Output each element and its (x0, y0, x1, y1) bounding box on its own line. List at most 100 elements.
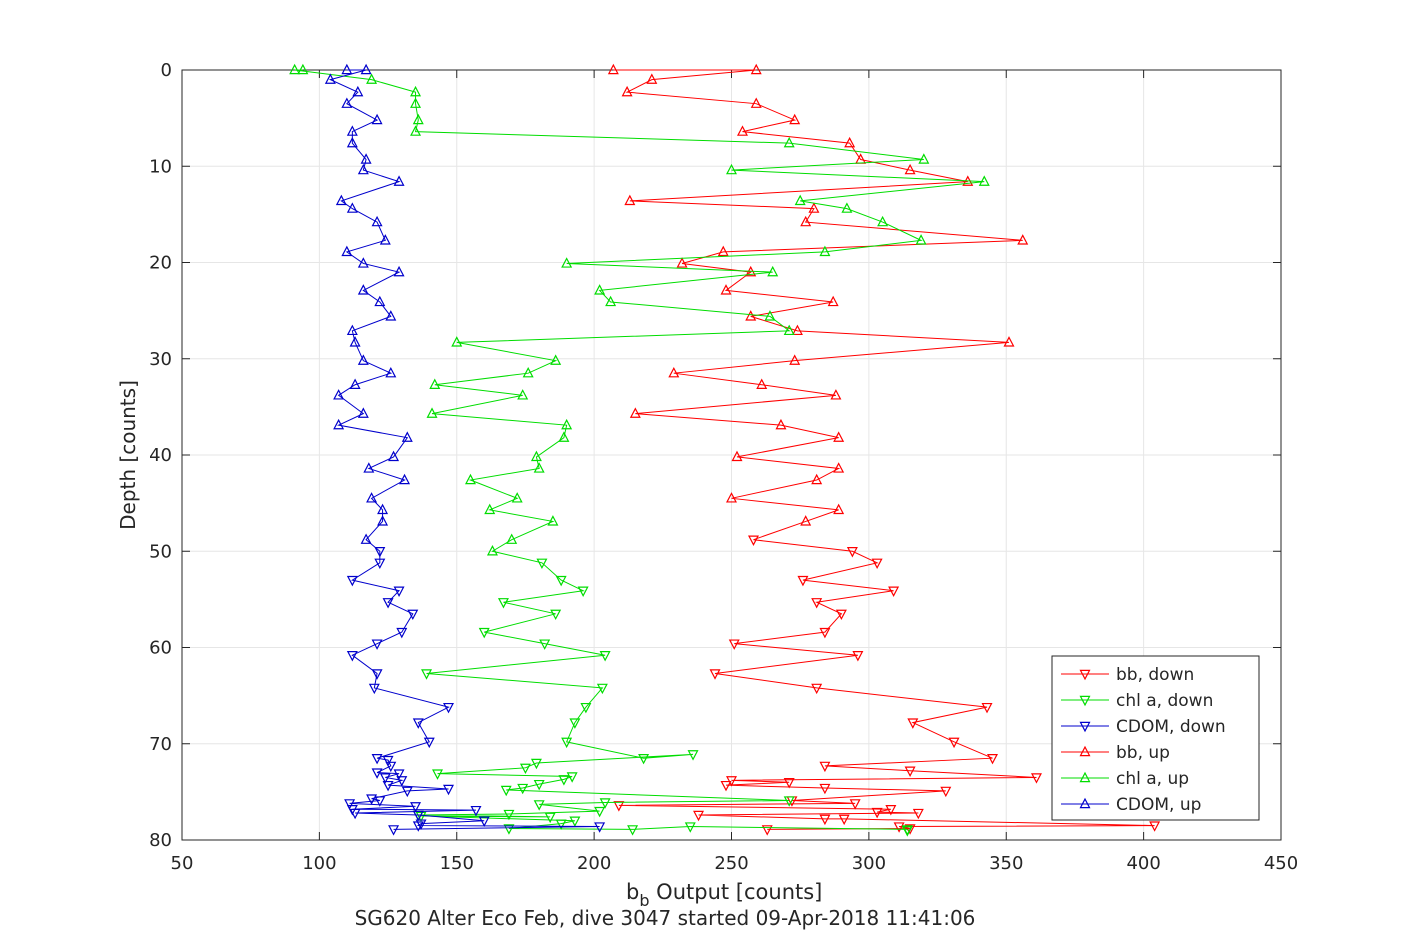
data-point-marker (401, 786, 413, 798)
data-point-marker (382, 755, 394, 767)
data-point-marker (539, 639, 551, 650)
data-point-marker (357, 257, 369, 268)
data-point-marker (800, 515, 812, 526)
data-point-marker (426, 407, 438, 418)
data-point-marker (399, 473, 411, 485)
x-tick-label: 200 (577, 853, 611, 874)
data-point-marker (687, 750, 699, 761)
legend-label: chl a, down (1116, 691, 1213, 711)
data-point-marker (544, 812, 556, 824)
legend-label: CDOM, down (1116, 717, 1226, 737)
data-point-marker (819, 814, 831, 826)
data-point-marker (451, 336, 463, 347)
data-point-marker (478, 816, 490, 827)
data-point-marker (638, 753, 650, 765)
data-point-marker (486, 545, 498, 556)
data-point-marker (385, 366, 397, 378)
data-point-marker (335, 194, 347, 206)
data-point-marker (561, 418, 573, 430)
x-tick-label: 50 (171, 853, 194, 874)
data-point-marker (1017, 234, 1029, 245)
data-point-marker (346, 136, 358, 148)
data-point-marker (412, 718, 424, 729)
y-tick-label: 60 (149, 638, 172, 659)
legend-marker (1079, 745, 1091, 757)
data-point-marker (377, 515, 389, 526)
data-point-marker (731, 450, 743, 462)
data-point-marker (747, 535, 759, 546)
data-point-marker (346, 324, 358, 336)
data-point-marker (382, 598, 394, 609)
data-point-marker (407, 609, 419, 621)
data-point-marker (918, 153, 930, 164)
data-point-marker (374, 295, 386, 307)
data-point-marker (503, 824, 515, 835)
data-point-marker (503, 809, 515, 821)
data-point-marker (429, 378, 441, 389)
series-2 (324, 63, 606, 836)
data-point-marker (555, 575, 567, 587)
data-point-marker (912, 808, 924, 820)
data-point-marker (987, 753, 999, 765)
legend-marker (1079, 797, 1091, 809)
x-tick-label: 150 (440, 853, 474, 874)
data-point-marker (401, 431, 413, 442)
x-tick-label: 300 (852, 853, 886, 874)
data-point-marker (728, 639, 740, 650)
data-point-marker (684, 822, 696, 833)
data-point-marker (566, 772, 578, 783)
data-point-marker (907, 718, 919, 729)
data-point-marker (849, 799, 861, 810)
series-layer (289, 63, 1161, 837)
data-point-marker (412, 113, 424, 125)
data-point-marker (558, 431, 570, 442)
data-point-marker (363, 462, 375, 473)
data-point-marker (415, 819, 427, 830)
data-point-marker (360, 153, 372, 164)
x-axis-label-subscript: b (639, 891, 649, 910)
data-point-marker (393, 265, 405, 277)
data-point-marker (349, 808, 361, 820)
data-point-marker (736, 125, 748, 136)
data-point-marker (750, 63, 762, 75)
data-point-marker (871, 558, 883, 570)
data-point-marker (533, 800, 545, 811)
data-point-marker (410, 802, 422, 813)
data-point-marker (368, 683, 380, 695)
data-point-marker (577, 586, 589, 597)
figure-footer: SG620 Alter Eco Feb, dive 3047 started 0… (355, 906, 976, 930)
data-point-marker (800, 215, 812, 227)
data-point-marker (1030, 773, 1042, 784)
data-point-marker (550, 609, 562, 621)
data-point-marker (827, 295, 839, 307)
data-point-marker (720, 780, 732, 792)
data-point-marker (668, 366, 680, 378)
data-point-marker (783, 778, 795, 789)
data-point-marker (497, 598, 509, 609)
legend: bb, down chl a, down CDOM, down bb, up chl a… (1051, 655, 1260, 821)
data-point-marker (346, 125, 358, 136)
data-point-marker (357, 354, 369, 365)
data-point-marker (530, 758, 542, 770)
data-point-marker (981, 702, 993, 714)
y-tick-label: 20 (149, 253, 172, 274)
data-point-marker (517, 783, 529, 795)
legend-label: CDOM, up (1116, 795, 1201, 815)
data-point-marker (819, 627, 831, 639)
data-point-marker (904, 163, 916, 175)
data-point-marker (360, 63, 372, 75)
legend-marker (1079, 721, 1091, 733)
data-point-marker (393, 586, 405, 597)
data-point-marker (594, 806, 606, 818)
data-point-marker (333, 389, 345, 400)
data-point-marker (761, 825, 773, 836)
data-point-marker (627, 825, 639, 836)
data-point-marker (346, 202, 358, 213)
data-point-marker (341, 245, 353, 257)
data-point-marker (366, 73, 378, 84)
x-tick-label: 400 (1126, 853, 1160, 874)
data-point-marker (478, 627, 490, 639)
data-point-marker (346, 575, 358, 587)
